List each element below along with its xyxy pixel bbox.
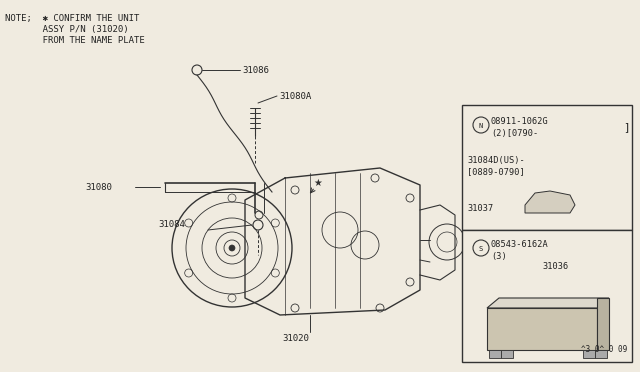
Text: (3): (3) [491,252,507,261]
Bar [462,230,632,362]
Text: ★: ★ [314,178,323,188]
Polygon shape [487,298,609,308]
Circle shape [229,245,235,251]
Text: 31037: 31037 [467,204,493,213]
Circle shape [553,145,563,155]
Text: [0889-0790]: [0889-0790] [467,167,525,176]
Text: 31020: 31020 [282,334,309,343]
Text: ASSY P/N (31020): ASSY P/N (31020) [5,25,129,34]
Text: ^3 0^ 0 09: ^3 0^ 0 09 [580,345,627,354]
Text: FROM THE NAME PLATE: FROM THE NAME PLATE [5,36,145,45]
Bar [462,105,632,230]
Text: 31084D(US)-: 31084D(US)- [467,156,525,165]
Bar [501,350,513,358]
Text: 31086: 31086 [242,66,269,75]
Text: N: N [479,123,483,129]
Text: 08911-1062G: 08911-1062G [491,117,548,126]
Polygon shape [597,298,609,350]
Text: 31080A: 31080A [279,92,311,101]
Bar [583,350,595,358]
Polygon shape [525,191,575,213]
Text: ]: ] [623,122,630,132]
Text: 31036: 31036 [542,262,568,271]
Text: NOTE;  ✱ CONFIRM THE UNIT: NOTE; ✱ CONFIRM THE UNIT [5,14,140,23]
Text: 31080: 31080 [85,183,112,192]
Text: (2)[0790-: (2)[0790- [491,129,538,138]
Text: 31084: 31084 [158,219,185,228]
Text: S: S [479,246,483,252]
Bar [595,350,607,358]
Text: 08543-6162A: 08543-6162A [491,240,548,249]
Bar [487,308,597,350]
Bar [489,350,501,358]
